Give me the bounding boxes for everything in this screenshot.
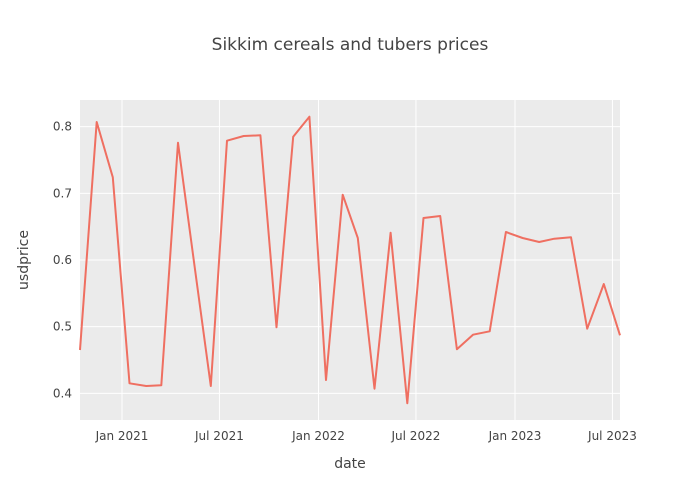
y-tick-label: 0.8 bbox=[53, 120, 72, 134]
x-axis-ticks: Jan 2021 Jul 2021 Jan 2022 Jul 2022 Jan 2023… bbox=[95, 429, 637, 443]
data-point[interactable] bbox=[224, 138, 230, 144]
x-tick-label: Jan 2021 bbox=[95, 429, 149, 443]
data-point[interactable] bbox=[94, 119, 100, 125]
data-point[interactable] bbox=[77, 347, 83, 353]
series-group bbox=[77, 114, 623, 406]
data-point[interactable] bbox=[584, 326, 590, 332]
chart-title: Sikkim cereals and tubers prices bbox=[212, 35, 489, 55]
data-point[interactable] bbox=[617, 332, 623, 338]
data-point[interactable] bbox=[470, 332, 476, 338]
y-tick-label: 0.4 bbox=[53, 386, 72, 400]
data-point[interactable] bbox=[241, 133, 247, 139]
x-tick-label: Jul 2021 bbox=[194, 429, 244, 443]
y-tick-label: 0.7 bbox=[53, 186, 72, 200]
data-point[interactable] bbox=[503, 229, 509, 235]
data-point[interactable] bbox=[404, 400, 410, 406]
data-point[interactable] bbox=[340, 192, 346, 198]
data-point[interactable] bbox=[437, 213, 443, 219]
y-axis-ticks: 0.4 0.5 0.6 0.7 0.8 bbox=[53, 120, 72, 401]
data-point[interactable] bbox=[487, 328, 493, 334]
data-point[interactable] bbox=[420, 215, 426, 221]
data-point[interactable] bbox=[274, 324, 280, 330]
data-point[interactable] bbox=[371, 386, 377, 392]
data-point[interactable] bbox=[355, 235, 361, 241]
data-point[interactable] bbox=[127, 380, 133, 386]
data-point[interactable] bbox=[388, 230, 394, 236]
y-axis-label: usdprice bbox=[16, 230, 32, 290]
x-tick-label: Jul 2022 bbox=[391, 429, 441, 443]
data-point[interactable] bbox=[551, 236, 557, 242]
data-point[interactable] bbox=[158, 382, 164, 388]
data-point[interactable] bbox=[568, 234, 574, 240]
data-point[interactable] bbox=[601, 281, 607, 287]
data-point[interactable] bbox=[323, 377, 329, 383]
y-tick-label: 0.6 bbox=[53, 253, 72, 267]
data-point[interactable] bbox=[290, 134, 296, 140]
data-point[interactable] bbox=[257, 132, 263, 138]
data-point[interactable] bbox=[208, 383, 214, 389]
data-point[interactable] bbox=[454, 346, 460, 352]
x-tick-label: Jul 2023 bbox=[587, 429, 637, 443]
data-point[interactable] bbox=[110, 174, 116, 180]
data-point[interactable] bbox=[191, 260, 197, 266]
y-tick-label: 0.5 bbox=[53, 320, 72, 334]
series-line bbox=[79, 115, 621, 405]
x-tick-label: Jan 2023 bbox=[488, 429, 542, 443]
data-point[interactable] bbox=[536, 239, 542, 245]
x-axis-label: date bbox=[334, 456, 366, 472]
data-point[interactable] bbox=[175, 140, 181, 146]
x-tick-label: Jan 2022 bbox=[291, 429, 345, 443]
data-point[interactable] bbox=[520, 235, 526, 241]
data-point[interactable] bbox=[306, 114, 312, 120]
data-point[interactable] bbox=[143, 383, 149, 389]
